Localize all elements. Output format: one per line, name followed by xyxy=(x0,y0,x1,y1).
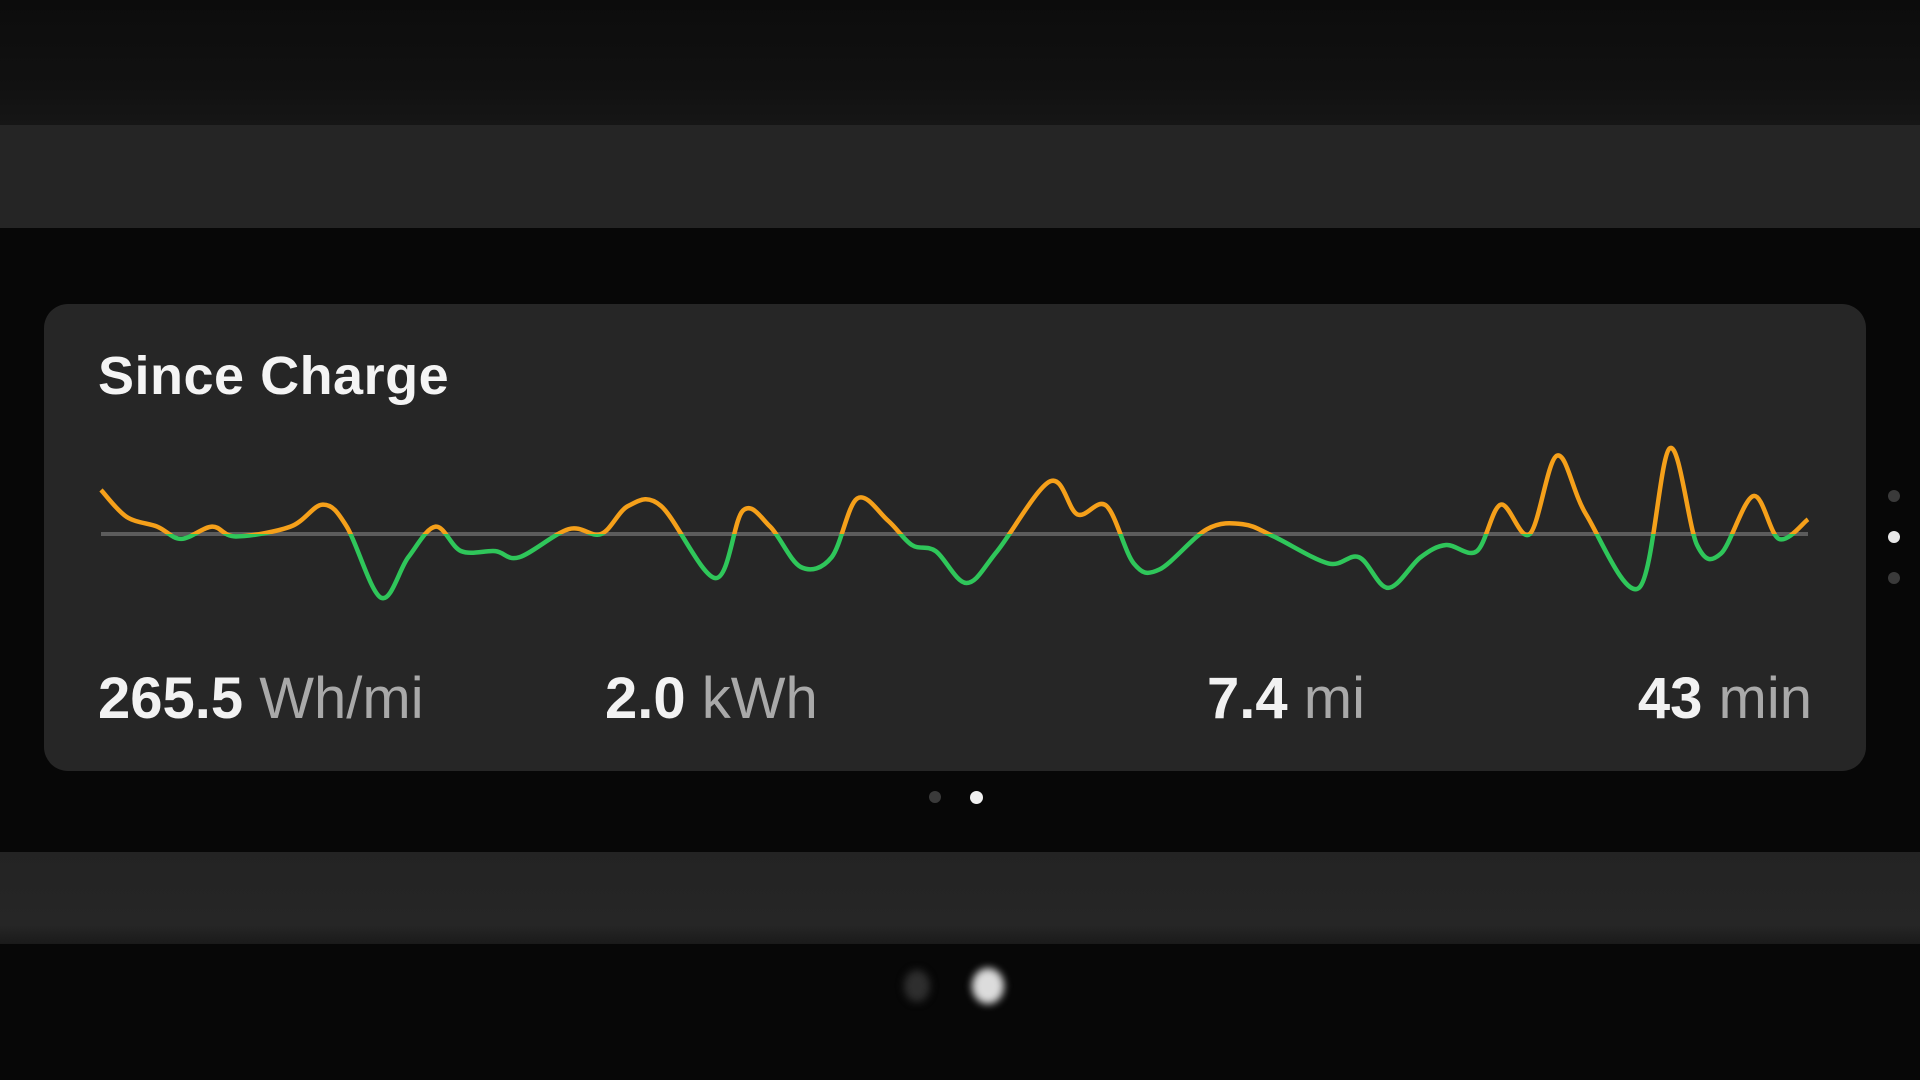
stat-efficiency: 265.5 Wh/mi xyxy=(98,665,424,732)
card-title: Since Charge xyxy=(98,346,450,406)
screen-page-dot-1[interactable] xyxy=(904,970,930,1002)
stat-duration: 43 min xyxy=(1638,665,1812,732)
distance-value: 7.4 xyxy=(1207,666,1288,731)
duration-value: 43 xyxy=(1637,666,1703,731)
efficiency-unit: Wh/mi xyxy=(259,666,424,731)
screen-page-dot-2-active[interactable] xyxy=(972,968,1004,1004)
blurred-background-top xyxy=(0,0,1920,125)
energy-unit: kWh xyxy=(701,666,818,731)
card-page-dot-2-active[interactable] xyxy=(970,791,983,804)
blurred-panel-top xyxy=(0,125,1920,228)
card-page-dot-1[interactable] xyxy=(929,791,941,803)
vertical-page-dot-3[interactable] xyxy=(1888,572,1900,584)
energy-value: 2.0 xyxy=(605,666,686,731)
blurred-panel-bottom xyxy=(0,852,1920,944)
distance-unit: mi xyxy=(1303,666,1365,731)
vertical-page-dot-2-active[interactable] xyxy=(1888,531,1900,543)
stat-distance: 7.4 mi xyxy=(1207,665,1365,732)
duration-unit: min xyxy=(1718,666,1812,731)
vertical-page-dot-1[interactable] xyxy=(1888,490,1900,502)
efficiency-value: 265.5 xyxy=(98,666,244,731)
stat-energy: 2.0 kWh xyxy=(605,665,818,732)
